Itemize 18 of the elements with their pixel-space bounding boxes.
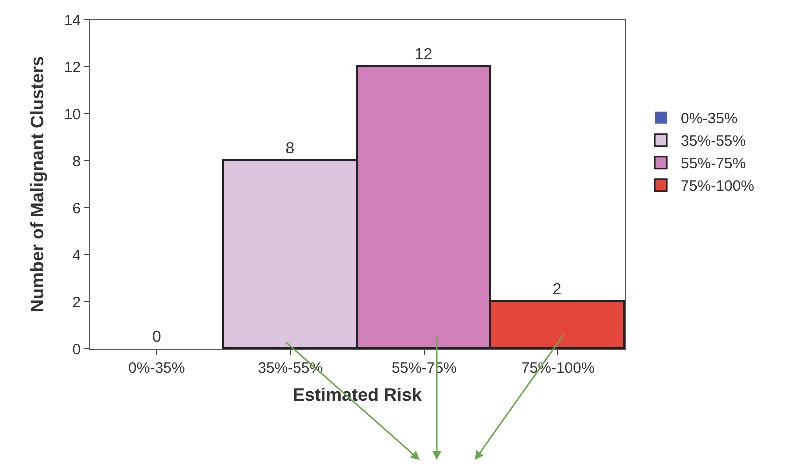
- y-tick-label: 12: [64, 59, 81, 76]
- data-label: 12: [414, 46, 433, 64]
- y-tick-label: 14: [64, 12, 81, 30]
- y-tick-label: 0: [72, 341, 81, 358]
- legend-label: 0%-35%: [681, 110, 738, 128]
- legend-label: 35%-55%: [681, 133, 746, 150]
- y-tick-label: 6: [72, 200, 81, 218]
- data-label: 0: [152, 329, 162, 346]
- y-axis-title: Number of Malignant Clusters: [28, 56, 48, 313]
- y-tick-label: 8: [72, 153, 81, 170]
- data-label: 8: [286, 140, 295, 158]
- legend-label: 75%-100%: [681, 178, 754, 196]
- x-tick-label: 0%-35%: [128, 360, 186, 377]
- y-tick-label: 10: [64, 106, 81, 124]
- legend-label: 55%-75%: [681, 156, 746, 173]
- y-tick-label: 2: [72, 294, 81, 312]
- data-label: 2: [552, 281, 562, 298]
- y-tick-label: 4: [72, 247, 81, 264]
